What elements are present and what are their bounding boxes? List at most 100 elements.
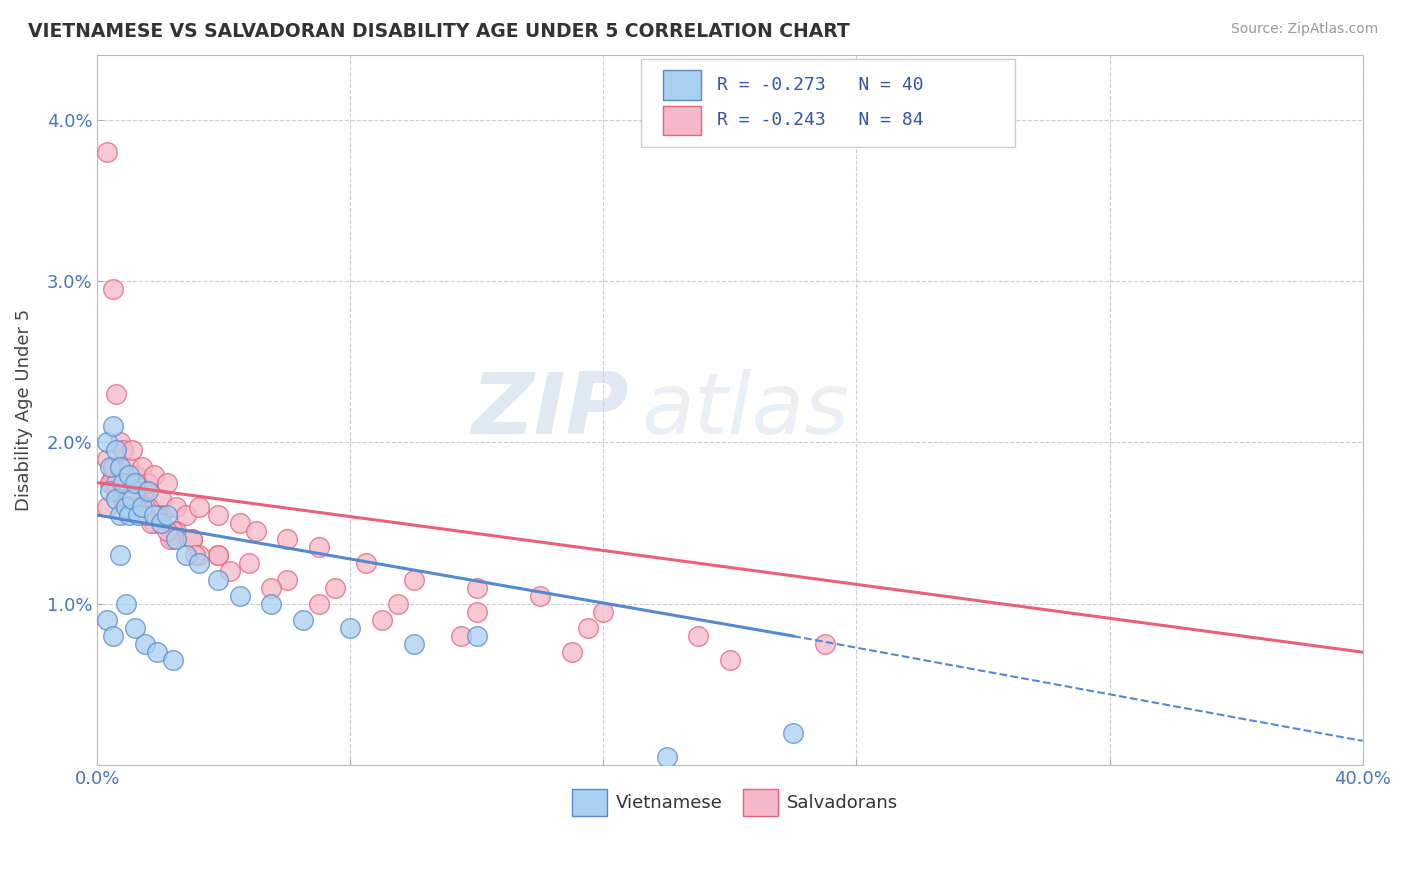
Point [187,549,209,563]
Text: R = -0.243   N = 84: R = -0.243 N = 84 [717,112,924,129]
Point [96,500,118,514]
Point [146,508,169,522]
Point [136,475,159,490]
Text: Vietnamese: Vietnamese [616,795,723,813]
Point [371,613,394,627]
Point [592,605,614,619]
Point [103,459,125,474]
Point [115,491,138,506]
Point [814,637,837,651]
Point [339,621,361,635]
Point [134,483,156,498]
Point [465,605,488,619]
Point [238,557,260,571]
Y-axis label: Disability Age Under 5: Disability Age Under 5 [15,309,32,511]
Point [134,637,156,651]
Point [118,459,141,474]
Point [111,443,134,458]
Point [105,387,128,401]
Point [134,500,156,514]
Point [219,565,242,579]
Point [131,500,153,514]
Point [105,443,128,458]
Bar [662,70,700,100]
Point [402,573,425,587]
Point [103,629,125,643]
Point [146,645,169,659]
Text: Salvadorans: Salvadorans [787,795,898,813]
Point [156,475,179,490]
Point [128,500,150,514]
Point [136,500,159,514]
Point [465,629,488,643]
Point [184,549,207,563]
Point [124,500,146,514]
Point [115,500,138,514]
Point [98,459,121,474]
Point [111,475,134,490]
Point [118,475,141,490]
Point [576,621,599,635]
Point [387,597,409,611]
Bar [572,789,607,816]
Point [561,645,583,659]
Point [115,597,138,611]
Point [96,613,118,627]
Point [105,483,128,498]
Point [245,524,267,538]
Text: ZIP: ZIP [471,368,628,451]
Point [162,532,184,546]
Point [96,451,118,466]
Point [128,475,150,490]
Point [276,573,298,587]
Point [98,483,121,498]
Point [143,516,166,530]
Point [96,145,118,159]
Point [228,589,250,603]
Point [124,621,146,635]
Point [174,549,197,563]
Point [105,483,128,498]
Point [98,475,121,490]
Point [165,524,187,538]
Point [308,541,330,555]
Point [260,597,283,611]
Point [162,653,184,667]
Point [260,581,283,595]
Bar [662,105,700,136]
Point [308,597,330,611]
Point [111,491,134,506]
Point [465,581,488,595]
Point [165,532,187,546]
Point [159,532,181,546]
Point [96,435,118,450]
Point [187,557,209,571]
Point [149,508,172,522]
Point [688,629,710,643]
Point [207,549,229,563]
Text: Source: ZipAtlas.com: Source: ZipAtlas.com [1230,22,1378,37]
Point [108,435,131,450]
Point [143,508,166,522]
Point [121,443,143,458]
Point [165,500,187,514]
Point [207,573,229,587]
Point [141,516,163,530]
Point [156,524,179,538]
Point [134,508,156,522]
Point [118,491,141,506]
Point [655,750,678,764]
Point [174,508,197,522]
Point [105,491,128,506]
Point [131,459,153,474]
FancyBboxPatch shape [641,59,1015,147]
Point [108,475,131,490]
Point [149,516,172,530]
Point [115,475,138,490]
Point [128,508,150,522]
Point [276,532,298,546]
Point [124,483,146,498]
Point [291,613,314,627]
Text: VIETNAMESE VS SALVADORAN DISABILITY AGE UNDER 5 CORRELATION CHART: VIETNAMESE VS SALVADORAN DISABILITY AGE … [28,22,849,41]
Point [143,467,166,482]
